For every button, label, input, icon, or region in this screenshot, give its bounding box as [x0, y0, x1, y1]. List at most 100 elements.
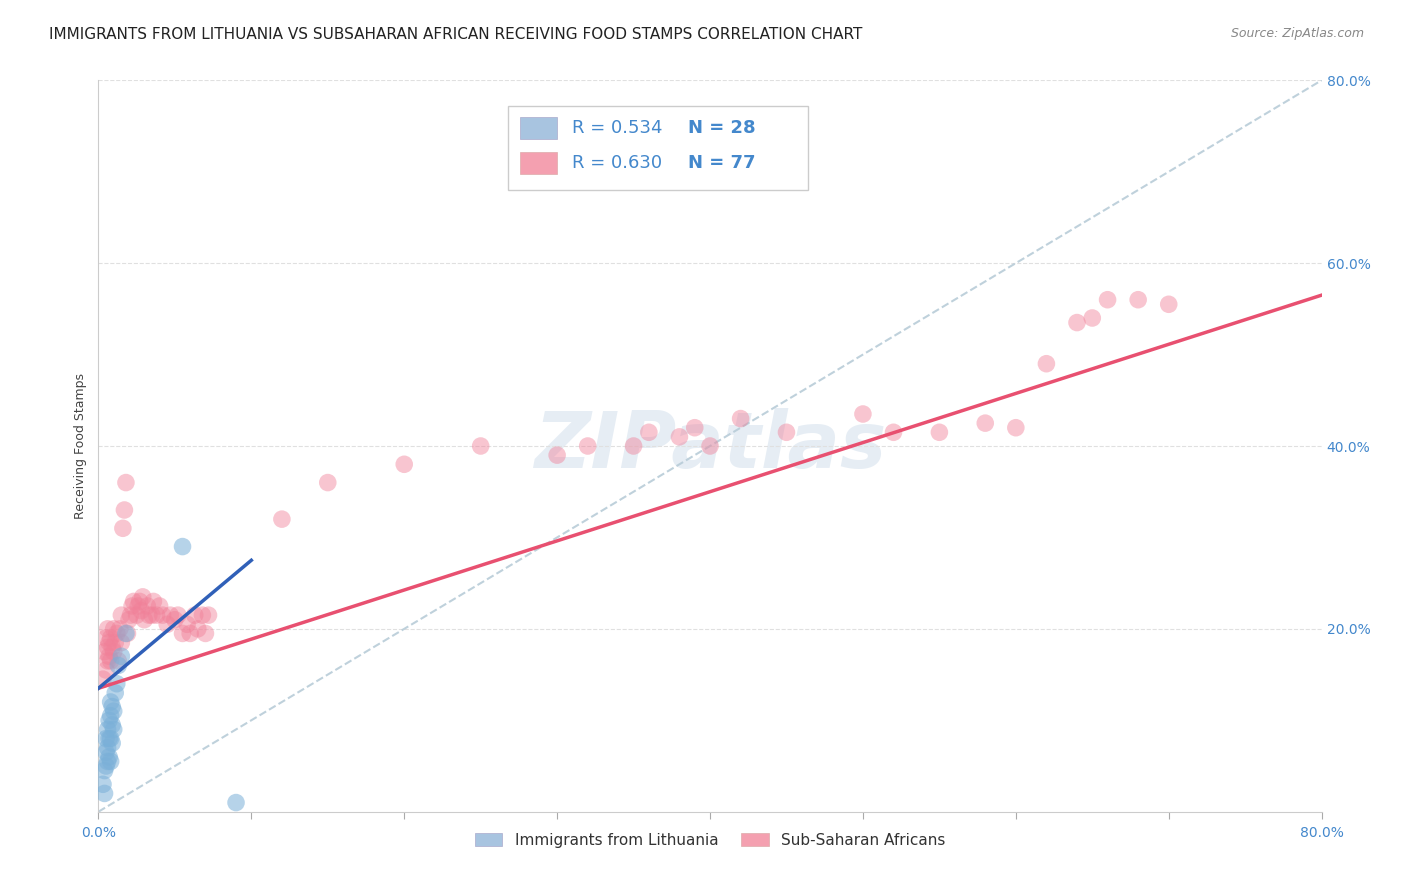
Bar	[520, 117, 557, 139]
Point	[270, 512, 292, 526]
Point	[120, 608, 142, 623]
Point	[699, 439, 721, 453]
Point	[775, 425, 797, 440]
Bar	[520, 152, 557, 174]
Point	[184, 608, 207, 623]
Point	[122, 594, 145, 608]
Point	[111, 521, 134, 535]
Point	[470, 439, 492, 453]
Point	[225, 796, 247, 810]
Point	[683, 421, 706, 435]
Point	[112, 503, 135, 517]
Point	[974, 416, 997, 430]
Point	[176, 617, 198, 632]
Point	[576, 439, 599, 453]
Point	[101, 736, 124, 750]
Point	[108, 622, 131, 636]
Point	[138, 608, 160, 623]
Point	[149, 599, 172, 613]
Point	[623, 439, 645, 453]
Point	[145, 608, 167, 623]
Point	[546, 448, 568, 462]
Point	[172, 540, 194, 554]
Text: ZIPatlas: ZIPatlas	[534, 408, 886, 484]
Point	[129, 603, 152, 617]
Point	[91, 777, 114, 791]
Point	[97, 640, 120, 655]
Point	[141, 608, 163, 623]
Point	[94, 631, 117, 645]
Point	[115, 475, 138, 490]
Text: IMMIGRANTS FROM LITHUANIA VS SUBSAHARAN AFRICAN RECEIVING FOOD STAMPS CORRELATIO: IMMIGRANTS FROM LITHUANIA VS SUBSAHARAN …	[49, 27, 863, 42]
Point	[94, 663, 117, 677]
Point	[136, 599, 159, 613]
Point	[97, 723, 120, 737]
Point	[152, 608, 174, 623]
Point	[118, 613, 141, 627]
Point	[97, 622, 120, 636]
Point	[121, 599, 143, 613]
Point	[1157, 297, 1180, 311]
Point	[101, 699, 124, 714]
Legend: Immigrants from Lithuania, Sub-Saharan Africans: Immigrants from Lithuania, Sub-Saharan A…	[467, 825, 953, 855]
Point	[93, 764, 115, 778]
Point	[883, 425, 905, 440]
Point	[107, 658, 129, 673]
Point	[134, 613, 156, 627]
Point	[159, 608, 181, 623]
Point	[107, 654, 129, 668]
Point	[104, 686, 127, 700]
Point	[127, 599, 149, 613]
Point	[100, 654, 122, 668]
Point	[98, 635, 121, 649]
Point	[94, 745, 117, 759]
Point	[1004, 421, 1026, 435]
Point	[668, 430, 690, 444]
Point	[172, 626, 194, 640]
Point	[94, 759, 117, 773]
Point	[103, 704, 125, 718]
Text: N = 28: N = 28	[688, 119, 755, 136]
Point	[110, 649, 132, 664]
Text: R = 0.534: R = 0.534	[572, 119, 662, 136]
Point	[98, 749, 121, 764]
Point	[97, 740, 120, 755]
Text: R = 0.630: R = 0.630	[572, 154, 662, 172]
FancyBboxPatch shape	[508, 106, 808, 190]
Point	[100, 755, 122, 769]
Point	[97, 654, 120, 668]
Text: N = 77: N = 77	[688, 154, 755, 172]
Point	[1097, 293, 1119, 307]
Point	[142, 594, 165, 608]
Point	[730, 411, 752, 425]
Point	[93, 787, 115, 801]
Point	[928, 425, 950, 440]
Point	[91, 672, 114, 686]
Point	[167, 608, 190, 623]
Point	[156, 617, 179, 632]
Point	[179, 626, 201, 640]
Point	[105, 626, 128, 640]
Point	[125, 608, 148, 623]
Point	[1081, 310, 1104, 325]
Point	[100, 695, 122, 709]
Point	[98, 731, 121, 746]
Point	[105, 676, 128, 690]
Point	[101, 640, 124, 655]
Point	[97, 755, 120, 769]
Point	[1066, 316, 1088, 330]
Point	[197, 608, 219, 623]
Point	[1128, 293, 1150, 307]
Point	[194, 626, 217, 640]
Point	[132, 590, 155, 604]
Point	[392, 457, 416, 471]
Point	[316, 475, 339, 490]
Point	[98, 649, 121, 664]
Point	[187, 622, 209, 636]
Y-axis label: Receiving Food Stamps: Receiving Food Stamps	[73, 373, 87, 519]
Point	[101, 718, 124, 732]
Point	[100, 731, 122, 746]
Point	[163, 613, 186, 627]
Point	[128, 594, 150, 608]
Point	[637, 425, 661, 440]
